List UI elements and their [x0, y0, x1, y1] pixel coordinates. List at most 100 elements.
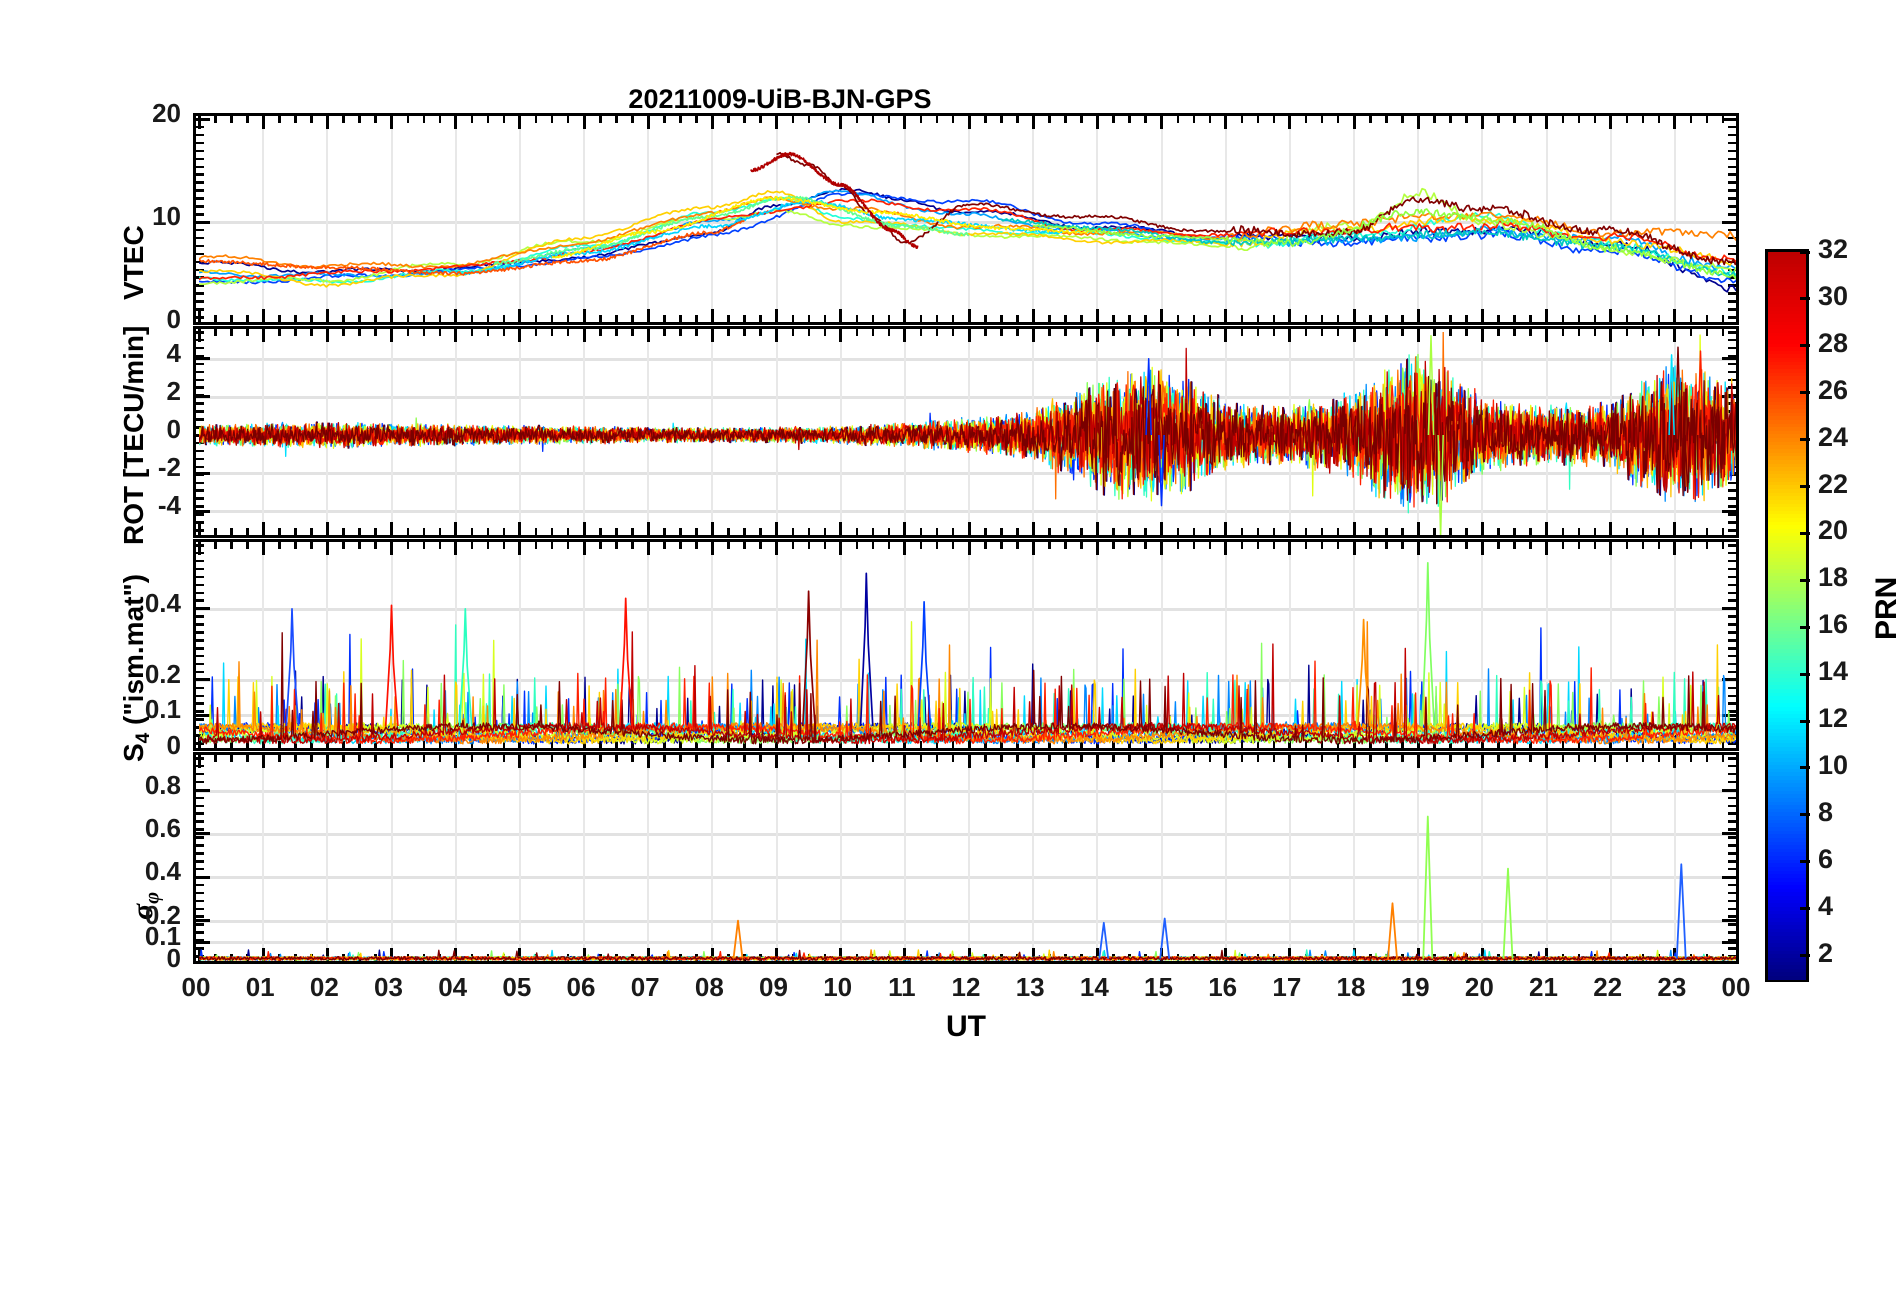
- x-tick-minor: [1304, 116, 1308, 123]
- ylabel-vtec: VTEC: [118, 225, 149, 300]
- gridline-h: [196, 678, 1736, 682]
- x-tick-minor: [1176, 315, 1180, 322]
- panel-rot: [193, 326, 1739, 538]
- x-tick-minor: [1112, 528, 1115, 535]
- x-tick-minor: [1721, 741, 1725, 748]
- gridline-v: [1545, 542, 1548, 748]
- gridline-v: [326, 116, 329, 322]
- x-tick-minor: [855, 755, 859, 762]
- y-tick-minor: [196, 647, 204, 650]
- colorbar-tick-label: 20: [1818, 515, 1849, 546]
- y-tick-minor: [196, 394, 204, 397]
- colorbar-tick-label: 22: [1818, 468, 1849, 499]
- x-tick-minor: [1705, 528, 1709, 535]
- x-tick-major: [1416, 948, 1420, 961]
- x-tick-minor: [502, 755, 506, 762]
- x-tick-minor: [631, 315, 634, 322]
- x-tick-minor: [1497, 116, 1500, 123]
- x-tick-minor: [566, 542, 570, 549]
- x-tick-minor: [935, 755, 939, 762]
- x-tick-major: [390, 329, 393, 342]
- x-tick-minor: [294, 329, 297, 336]
- data-trace: [1158, 434, 1165, 507]
- x-tick-minor: [791, 542, 795, 549]
- x-tick-minor: [294, 116, 297, 123]
- x-tick-minor: [1513, 741, 1516, 748]
- x-tick-major: [1224, 542, 1228, 555]
- x-tick-minor: [278, 315, 281, 322]
- y-tick-minor: [1728, 647, 1736, 650]
- x-tick-minor: [1176, 755, 1180, 762]
- x-tick-minor: [1144, 755, 1147, 762]
- x-tick-minor: [1561, 528, 1565, 535]
- x-tick-minor: [1657, 741, 1661, 748]
- y-tick-major: [196, 713, 210, 717]
- x-tick-major: [646, 309, 650, 322]
- x-tick-major: [646, 542, 650, 555]
- x-tick-major: [1609, 948, 1613, 961]
- x-tick-minor: [1000, 315, 1003, 322]
- x-tick-minor: [1272, 116, 1276, 123]
- x-tick-major: [839, 329, 843, 342]
- y-tick-minor: [196, 678, 204, 682]
- x-tick-minor: [1705, 329, 1709, 336]
- x-tick-minor: [1112, 329, 1115, 336]
- x-tick-major: [710, 542, 714, 555]
- y-tick-minor: [1728, 513, 1736, 516]
- x-tick-major: [1224, 329, 1228, 342]
- x-tick-major: [1480, 116, 1484, 129]
- x-tick-minor: [823, 755, 827, 762]
- x-tick-minor: [919, 741, 923, 748]
- x-tick-minor: [887, 528, 891, 535]
- x-tick-major: [1738, 735, 1740, 748]
- x-tick-minor: [887, 741, 891, 748]
- data-trace: [1502, 867, 1514, 959]
- data-trace: [493, 195, 970, 266]
- x-tick-minor: [470, 116, 474, 123]
- x-tick-minor: [1705, 315, 1709, 322]
- x-tick-label: 06: [566, 972, 596, 1002]
- y-tick-minor: [1728, 551, 1736, 555]
- x-tick-minor: [663, 528, 666, 535]
- x-tick-minor: [807, 528, 811, 535]
- y-tick-label: -4: [157, 490, 181, 521]
- x-tick-minor: [1336, 755, 1340, 762]
- x-tick-minor: [566, 528, 570, 535]
- x-tick-minor: [566, 329, 570, 336]
- x-tick-major: [1288, 309, 1292, 322]
- x-tick-minor: [919, 329, 923, 336]
- x-tick-minor: [534, 315, 538, 322]
- x-tick-minor: [358, 528, 361, 535]
- x-tick-minor: [470, 542, 474, 549]
- x-tick-minor: [695, 329, 698, 336]
- data-trace: [1032, 208, 1736, 280]
- x-tick-minor: [1240, 755, 1244, 762]
- gridline-h: [196, 221, 1736, 224]
- x-tick-minor: [791, 116, 795, 123]
- x-tick-label: 18: [1336, 972, 1366, 1002]
- data-trace: [199, 621, 1736, 745]
- x-tick-minor: [214, 329, 217, 336]
- x-tick-minor: [534, 542, 538, 549]
- y-tick-minor: [196, 923, 204, 926]
- x-tick-minor: [1641, 741, 1645, 748]
- data-trace: [619, 597, 633, 727]
- x-tick-major: [197, 755, 201, 768]
- x-tick-minor: [502, 315, 506, 322]
- x-tick-minor: [951, 329, 955, 336]
- colorbar-tick-label: 32: [1818, 234, 1849, 264]
- y-tick-minor: [196, 860, 204, 863]
- x-tick-major: [582, 948, 586, 961]
- data-trace: [1421, 561, 1436, 727]
- y-tick-minor: [1728, 213, 1736, 216]
- colorbar-tick-label: 10: [1818, 749, 1849, 780]
- x-tick-minor: [1192, 329, 1196, 336]
- x-tick-minor: [727, 329, 730, 336]
- x-tick-minor: [1000, 741, 1003, 748]
- y-tick-minor: [1728, 804, 1736, 808]
- x-tick-minor: [1561, 741, 1565, 748]
- x-tick-minor: [1721, 315, 1725, 322]
- x-tick-major: [1609, 755, 1613, 768]
- y-tick-major: [196, 832, 210, 836]
- x-tick-minor: [759, 741, 762, 748]
